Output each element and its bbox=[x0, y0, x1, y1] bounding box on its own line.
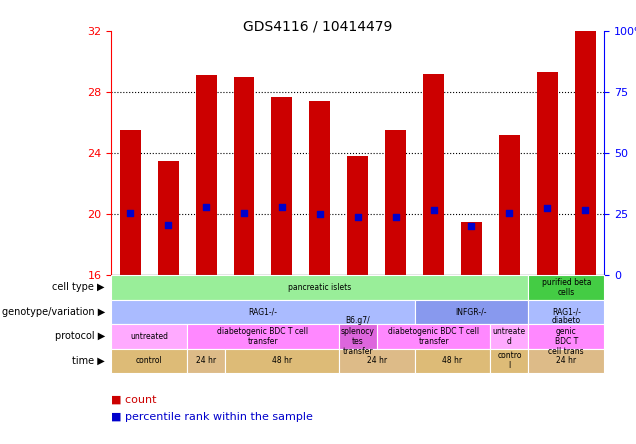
Bar bbox=[187, 349, 225, 373]
Bar bbox=[272, 97, 293, 275]
Bar bbox=[111, 275, 529, 300]
Bar bbox=[537, 72, 558, 275]
Point bbox=[277, 203, 287, 210]
Text: RAG1-/-: RAG1-/- bbox=[249, 307, 277, 317]
Text: diabetogenic BDC T cell
transfer: diabetogenic BDC T cell transfer bbox=[388, 327, 479, 346]
Point bbox=[315, 211, 325, 218]
Text: contro
l: contro l bbox=[497, 351, 522, 370]
Text: ■ count: ■ count bbox=[111, 395, 157, 404]
Bar bbox=[529, 349, 604, 373]
Text: INFGR-/-: INFGR-/- bbox=[456, 307, 487, 317]
Point bbox=[163, 222, 173, 229]
Bar bbox=[529, 300, 604, 324]
Text: protocol ▶: protocol ▶ bbox=[55, 331, 105, 341]
Bar bbox=[461, 222, 482, 275]
Text: ■ percentile rank within the sample: ■ percentile rank within the sample bbox=[111, 412, 313, 422]
Text: RAG1-/-: RAG1-/- bbox=[552, 307, 581, 317]
Bar bbox=[187, 324, 339, 349]
Bar bbox=[120, 130, 141, 275]
Bar bbox=[423, 74, 444, 275]
Text: 24 hr: 24 hr bbox=[366, 356, 387, 365]
Bar bbox=[233, 77, 254, 275]
Text: B6.g7/
splenocy
tes
transfer: B6.g7/ splenocy tes transfer bbox=[341, 316, 375, 357]
Bar bbox=[385, 130, 406, 275]
Point bbox=[429, 206, 439, 213]
Bar bbox=[158, 161, 179, 275]
Bar bbox=[111, 349, 187, 373]
Bar bbox=[339, 324, 377, 349]
Bar bbox=[196, 75, 216, 275]
Bar bbox=[309, 101, 330, 275]
Bar bbox=[529, 275, 604, 300]
Bar bbox=[225, 349, 339, 373]
Bar bbox=[529, 324, 604, 349]
Bar bbox=[499, 135, 520, 275]
Text: untreate
d: untreate d bbox=[493, 327, 526, 346]
Text: cell type ▶: cell type ▶ bbox=[52, 282, 105, 293]
Bar bbox=[415, 349, 490, 373]
Point bbox=[125, 209, 135, 216]
Bar bbox=[111, 300, 415, 324]
Text: diabetogenic BDC T cell
transfer: diabetogenic BDC T cell transfer bbox=[218, 327, 308, 346]
Point bbox=[580, 206, 590, 213]
Point bbox=[391, 214, 401, 221]
Bar bbox=[575, 31, 596, 275]
Bar bbox=[415, 300, 529, 324]
Text: diabeto
genic
BDC T
cell trans: diabeto genic BDC T cell trans bbox=[548, 316, 584, 357]
Text: pancreatic islets: pancreatic islets bbox=[288, 283, 352, 292]
Point bbox=[352, 214, 363, 221]
Bar bbox=[490, 349, 529, 373]
Text: 24 hr: 24 hr bbox=[556, 356, 576, 365]
Bar bbox=[347, 156, 368, 275]
Bar bbox=[339, 349, 415, 373]
Point bbox=[466, 223, 476, 230]
Text: genotype/variation ▶: genotype/variation ▶ bbox=[2, 307, 105, 317]
Point bbox=[543, 205, 553, 212]
Point bbox=[201, 203, 211, 210]
Text: GDS4116 / 10414479: GDS4116 / 10414479 bbox=[244, 20, 392, 34]
Bar bbox=[490, 324, 529, 349]
Text: control: control bbox=[136, 356, 163, 365]
Text: 48 hr: 48 hr bbox=[443, 356, 462, 365]
Text: untreated: untreated bbox=[130, 332, 168, 341]
Bar bbox=[377, 324, 490, 349]
Text: purified beta
cells: purified beta cells bbox=[541, 278, 591, 297]
Point bbox=[504, 209, 515, 216]
Text: time ▶: time ▶ bbox=[73, 356, 105, 366]
Text: 48 hr: 48 hr bbox=[272, 356, 292, 365]
Text: 24 hr: 24 hr bbox=[196, 356, 216, 365]
Bar bbox=[111, 324, 187, 349]
Point bbox=[239, 209, 249, 216]
